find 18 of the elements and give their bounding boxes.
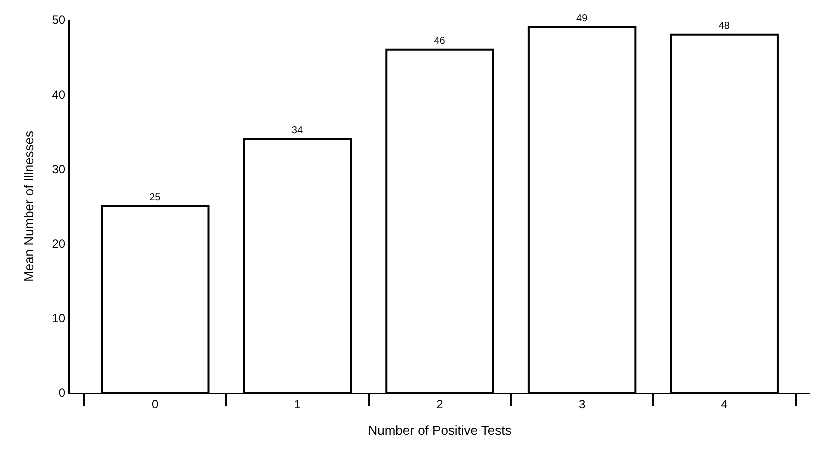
x-tick-label: 4 — [721, 397, 728, 412]
data-label: 49 — [576, 13, 588, 24]
x-axis-title: Number of Positive Tests — [368, 423, 512, 438]
x-tick-label: 0 — [152, 397, 160, 412]
y-tick-label: 0 — [58, 386, 66, 400]
data-label: 25 — [150, 192, 162, 204]
data-label: 48 — [718, 20, 730, 32]
y-tick-label: 10 — [52, 312, 66, 326]
y-tick-label: 30 — [52, 162, 66, 176]
x-tick-label: 2 — [436, 397, 444, 412]
y-tick-label: 20 — [52, 237, 66, 251]
x-tick-label: 3 — [578, 397, 586, 412]
y-tick-label: 50 — [52, 13, 66, 28]
data-label: 34 — [292, 125, 304, 136]
y-tick-label: 40 — [52, 88, 66, 102]
x-tick-label: 1 — [294, 397, 302, 412]
y-axis-title: Mean Number of Illnesses — [22, 130, 37, 282]
data-label: 46 — [434, 36, 446, 47]
